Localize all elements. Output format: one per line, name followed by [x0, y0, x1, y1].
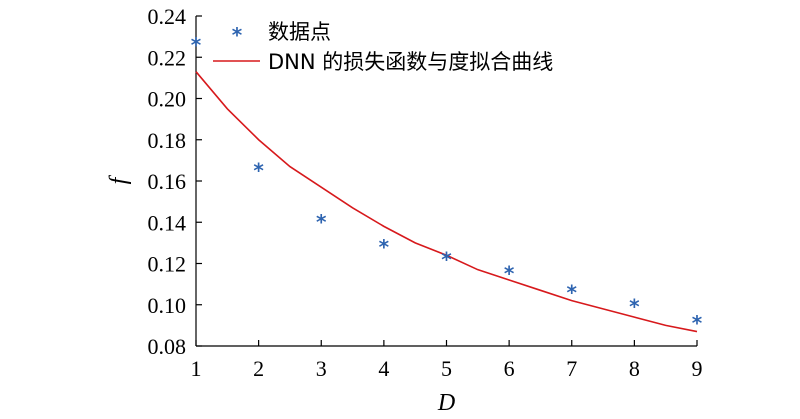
y-tick-label: 0.22 [148, 45, 187, 70]
fit-curve-line [195, 71, 698, 333]
legend-label: 数据点 [268, 20, 331, 44]
data-point: * [692, 311, 703, 335]
y-tick-label: 0.08 [148, 334, 187, 359]
y-tick-label: 0.16 [148, 169, 187, 194]
y-tick-label: 0.20 [148, 87, 187, 112]
legend-label: DNN 的损失函数与度拟合曲线 [268, 50, 553, 74]
data-point: * [629, 295, 640, 319]
data-points: * * * * * * * * * [191, 33, 703, 335]
data-point: * [253, 159, 264, 183]
x-tick-label: 1 [191, 356, 202, 381]
data-point: * [567, 280, 578, 304]
data-point: * [191, 33, 202, 57]
x-tick-label: 8 [629, 356, 640, 381]
y-axis-title: f [106, 174, 132, 184]
fit-curves [195, 71, 698, 333]
y-tick-label: 0.18 [148, 128, 187, 153]
y-tick-label: 0.14 [148, 210, 187, 235]
y-tick-label: 0.24 [148, 4, 187, 29]
x-tick-label: 6 [504, 356, 515, 381]
x-tick-label: 9 [692, 356, 703, 381]
legend: * 数据点 DNN 的损失函数与度拟合曲线 [213, 20, 553, 74]
y-tick-label: 0.10 [148, 293, 187, 318]
data-point: * [316, 210, 327, 234]
legend-marker-swatch: * [232, 23, 243, 47]
x-tick-label: 3 [316, 356, 327, 381]
x-tick-label: 2 [253, 356, 264, 381]
axes: 1 2 3 4 5 6 7 8 9 0.08 0.10 0.12 0.14 0.16 0.18 0.20 0.2… [148, 4, 703, 381]
x-axis-title: D [437, 390, 455, 416]
data-point: * [504, 262, 515, 286]
x-tick-label: 4 [378, 356, 389, 381]
x-tick-label: 5 [441, 356, 452, 381]
x-tick-label: 7 [566, 356, 577, 381]
data-point: * [441, 247, 452, 271]
data-point: * [379, 235, 390, 259]
y-tick-label: 0.12 [148, 252, 187, 277]
